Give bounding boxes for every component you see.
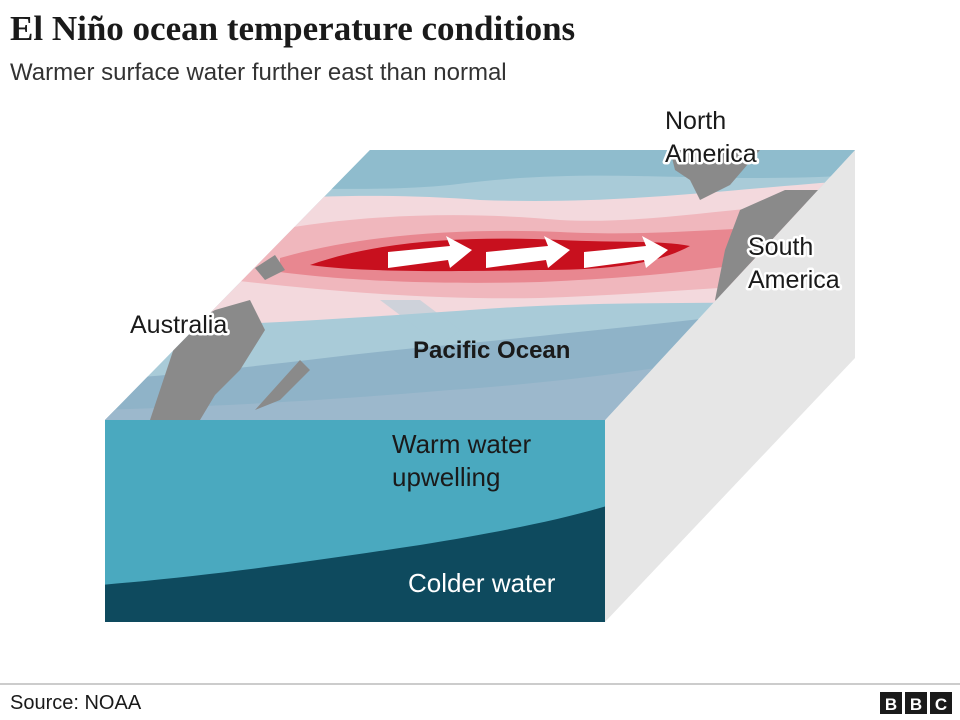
logo: B B C — [880, 692, 952, 714]
logo-letter: B — [910, 695, 922, 714]
title: El Niño ocean temperature conditions — [10, 9, 575, 48]
subtitle: Warmer surface water further east than n… — [10, 59, 507, 86]
logo-letter: C — [935, 695, 947, 714]
current-arrows — [388, 236, 668, 268]
label-ocean: Pacific Ocean — [413, 337, 570, 364]
source: Source: NOAA — [10, 692, 142, 714]
label-cold-water: Colder water — [408, 568, 556, 598]
block-front — [105, 420, 605, 622]
label-australia: Australia — [130, 311, 227, 339]
label-warm-water: Warm water upwelling — [392, 429, 531, 492]
logo-letter: B — [885, 695, 897, 714]
label-south-america: South America — [748, 233, 840, 294]
label-north-america: North America — [665, 107, 757, 168]
block-side — [605, 150, 855, 622]
